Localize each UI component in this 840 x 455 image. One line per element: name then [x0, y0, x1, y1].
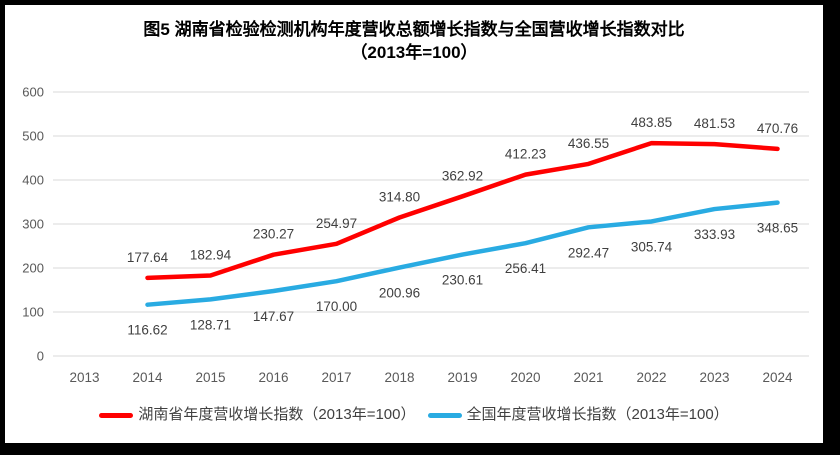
chart-legend: 湖南省年度营收增长指数（2013年=100） 全国年度营收增长指数（2013年=… [5, 404, 823, 426]
series-line-1 [145, 200, 780, 307]
data-label: 292.47 [568, 245, 609, 260]
x-tick-label: 2019 [447, 370, 477, 385]
data-label: 470.76 [757, 121, 798, 136]
line-chart: 0 100 200 300 400 500 600 2013 2014 2015 2016 2017 2… [22, 85, 809, 385]
x-tick-label: 2013 [69, 370, 99, 385]
data-label: 362.92 [442, 168, 483, 183]
legend-item-national: 全国年度营收增长指数（2013年=100） [427, 404, 729, 426]
data-label: 254.97 [316, 216, 357, 231]
x-tick-label: 2017 [321, 370, 351, 385]
y-tick-label: 200 [22, 261, 44, 276]
data-label: 483.85 [631, 115, 672, 130]
chart-title-line1: 图5 湖南省检验检测机构年度营收总额增长指数与全国营收增长指数对比 [143, 20, 685, 39]
x-tick-label: 2014 [132, 370, 163, 385]
x-tick-label: 2020 [510, 370, 540, 385]
data-label: 177.64 [127, 250, 169, 265]
data-label: 256.41 [505, 261, 546, 276]
y-tick-label: 300 [22, 217, 44, 232]
data-label: 230.27 [253, 227, 294, 242]
y-tick-label: 500 [22, 129, 44, 144]
chart-title: 图5 湖南省检验检测机构年度营收总额增长指数与全国营收增长指数对比 （2013年… [5, 18, 823, 64]
data-label: 182.94 [190, 248, 232, 263]
data-label: 412.23 [505, 147, 546, 162]
data-label: 314.80 [379, 189, 420, 204]
legend-label-national: 全国年度营收增长指数（2013年=100） [466, 406, 729, 423]
legend-marker-hunan-line [99, 412, 134, 418]
chart-title-line2: （2013年=100） [350, 43, 478, 62]
y-tick-label: 400 [22, 173, 44, 188]
data-label: 128.71 [190, 317, 231, 332]
legend-marker-national-line [427, 412, 462, 418]
data-label: 333.93 [694, 227, 735, 242]
data-label: 436.55 [568, 136, 609, 151]
legend-item-hunan: 湖南省年度营收增长指数（2013年=100） [99, 404, 416, 426]
data-label: 170.00 [316, 299, 357, 314]
data-label: 230.61 [442, 273, 483, 288]
data-label: 481.53 [694, 116, 735, 131]
y-tick-label: 0 [37, 349, 44, 364]
y-tick-label: 100 [22, 305, 44, 320]
data-label: 116.62 [127, 323, 167, 338]
x-tick-label: 2018 [384, 370, 414, 385]
x-tick-label: 2015 [195, 370, 225, 385]
x-tick-label: 2024 [762, 370, 793, 385]
legend-label-hunan: 湖南省年度营收增长指数（2013年=100） [138, 406, 416, 423]
x-tick-label: 2022 [636, 370, 666, 385]
data-label: 147.67 [253, 309, 294, 324]
data-label: 200.96 [379, 286, 420, 301]
series-line-0 [145, 140, 780, 281]
y-tick-label: 600 [22, 85, 44, 100]
x-tick-label: 2023 [699, 370, 729, 385]
x-tick-label: 2016 [258, 370, 288, 385]
x-tick-label: 2021 [573, 370, 603, 385]
data-label: 305.74 [631, 239, 673, 254]
data-label: 348.65 [757, 221, 798, 236]
